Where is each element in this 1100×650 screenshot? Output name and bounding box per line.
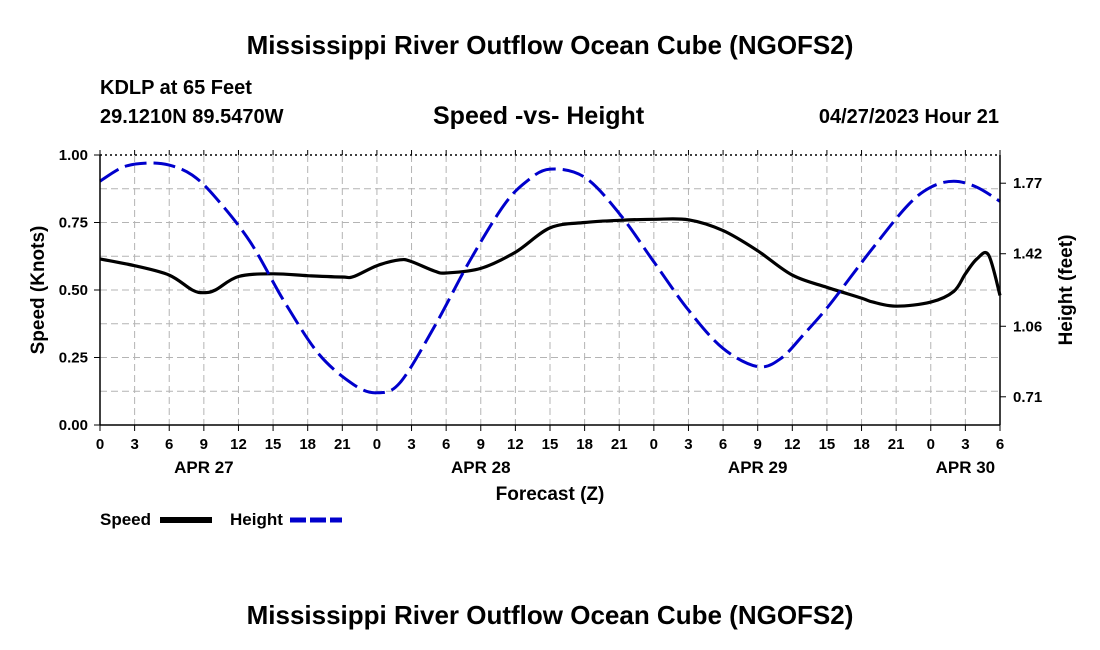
x-tick-label: 0 [650, 436, 658, 453]
x-tick-label: 21 [611, 436, 628, 453]
chart-subtitle: Speed -vs- Height [433, 102, 645, 130]
chart-title: Mississippi River Outflow Ocean Cube (NG… [246, 30, 854, 60]
x-tick-label: 6 [165, 436, 173, 453]
y2-tick-label: 0.71 [1013, 389, 1042, 406]
x-tick-label: 6 [442, 436, 450, 453]
x-tick-label: 15 [542, 436, 559, 453]
station-coordinates: 29.1210N 89.5470W [100, 106, 284, 128]
legend-height-swatch [290, 517, 342, 523]
x-tick-label: 18 [853, 436, 870, 453]
x-date-label: APR 28 [451, 458, 511, 477]
x-tick-label: 18 [576, 436, 593, 453]
forecast-datetime: 04/27/2023 Hour 21 [818, 106, 999, 128]
series-layer [99, 161, 1002, 395]
x-tick-label: 6 [719, 436, 727, 453]
x-tick-label: 18 [299, 436, 316, 453]
x-tick-label: 9 [754, 436, 762, 453]
x-tick-label: 21 [334, 436, 351, 453]
y-tick-label: 1.00 [59, 147, 88, 164]
x-tick-label: 3 [961, 436, 969, 453]
x-tick-label: 0 [373, 436, 381, 453]
station-label: KDLP at 65 Feet [100, 77, 252, 99]
x-date-label: APR 29 [728, 458, 788, 477]
x-tick-label: 12 [230, 436, 247, 453]
legend-height-label: Height [230, 510, 283, 529]
legend-speed-swatch [160, 517, 212, 523]
y-axis-title: Speed (Knots) [28, 226, 49, 355]
y2-tick-label: 1.06 [1013, 318, 1042, 335]
x-axis-title: Forecast (Z) [496, 484, 605, 505]
y-tick-label: 0.75 [59, 215, 88, 232]
y2-tick-label: 1.77 [1013, 175, 1042, 192]
x-tick-label: 0 [96, 436, 104, 453]
y2-tick-label: 1.42 [1013, 246, 1042, 263]
x-tick-label: 15 [265, 436, 282, 453]
series-speed-line [99, 217, 1002, 308]
y-tick-label: 0.25 [59, 350, 88, 367]
y-tick-label: 0.50 [59, 282, 88, 299]
x-tick-label: 12 [507, 436, 524, 453]
y2-axis-title: Height (feet) [1056, 235, 1077, 346]
legend-speed-label: Speed [100, 510, 152, 529]
x-date-label: APR 30 [936, 458, 996, 477]
x-tick-label: 3 [684, 436, 692, 453]
x-tick-label: 15 [819, 436, 836, 453]
x-tick-label: 12 [784, 436, 801, 453]
x-tick-label: 3 [407, 436, 415, 453]
chart-title-repeat: Mississippi River Outflow Ocean Cube (NG… [246, 600, 854, 630]
x-tick-label: 9 [200, 436, 208, 453]
grid [100, 155, 1000, 425]
series-height-line [99, 161, 1001, 395]
x-tick-label: 0 [927, 436, 935, 453]
x-tick-label: 9 [477, 436, 485, 453]
x-tick-label: 21 [888, 436, 905, 453]
x-tick-label: 6 [996, 436, 1004, 453]
x-date-label: APR 27 [174, 458, 234, 477]
x-tick-label: 3 [130, 436, 138, 453]
axes: 0 3 6 9 12 15 18 21 0 3 6 9 12 15 18 21 0 3 6 9 12 15 18 21 0 3 6A… [59, 147, 1042, 477]
y-tick-label: 0.00 [59, 417, 88, 434]
chart-plot: 0 3 6 9 12 15 18 21 0 3 6 9 12 15 18 21 0 3 6 9 12 15 18 21 0 3 6A… [28, 147, 1077, 505]
